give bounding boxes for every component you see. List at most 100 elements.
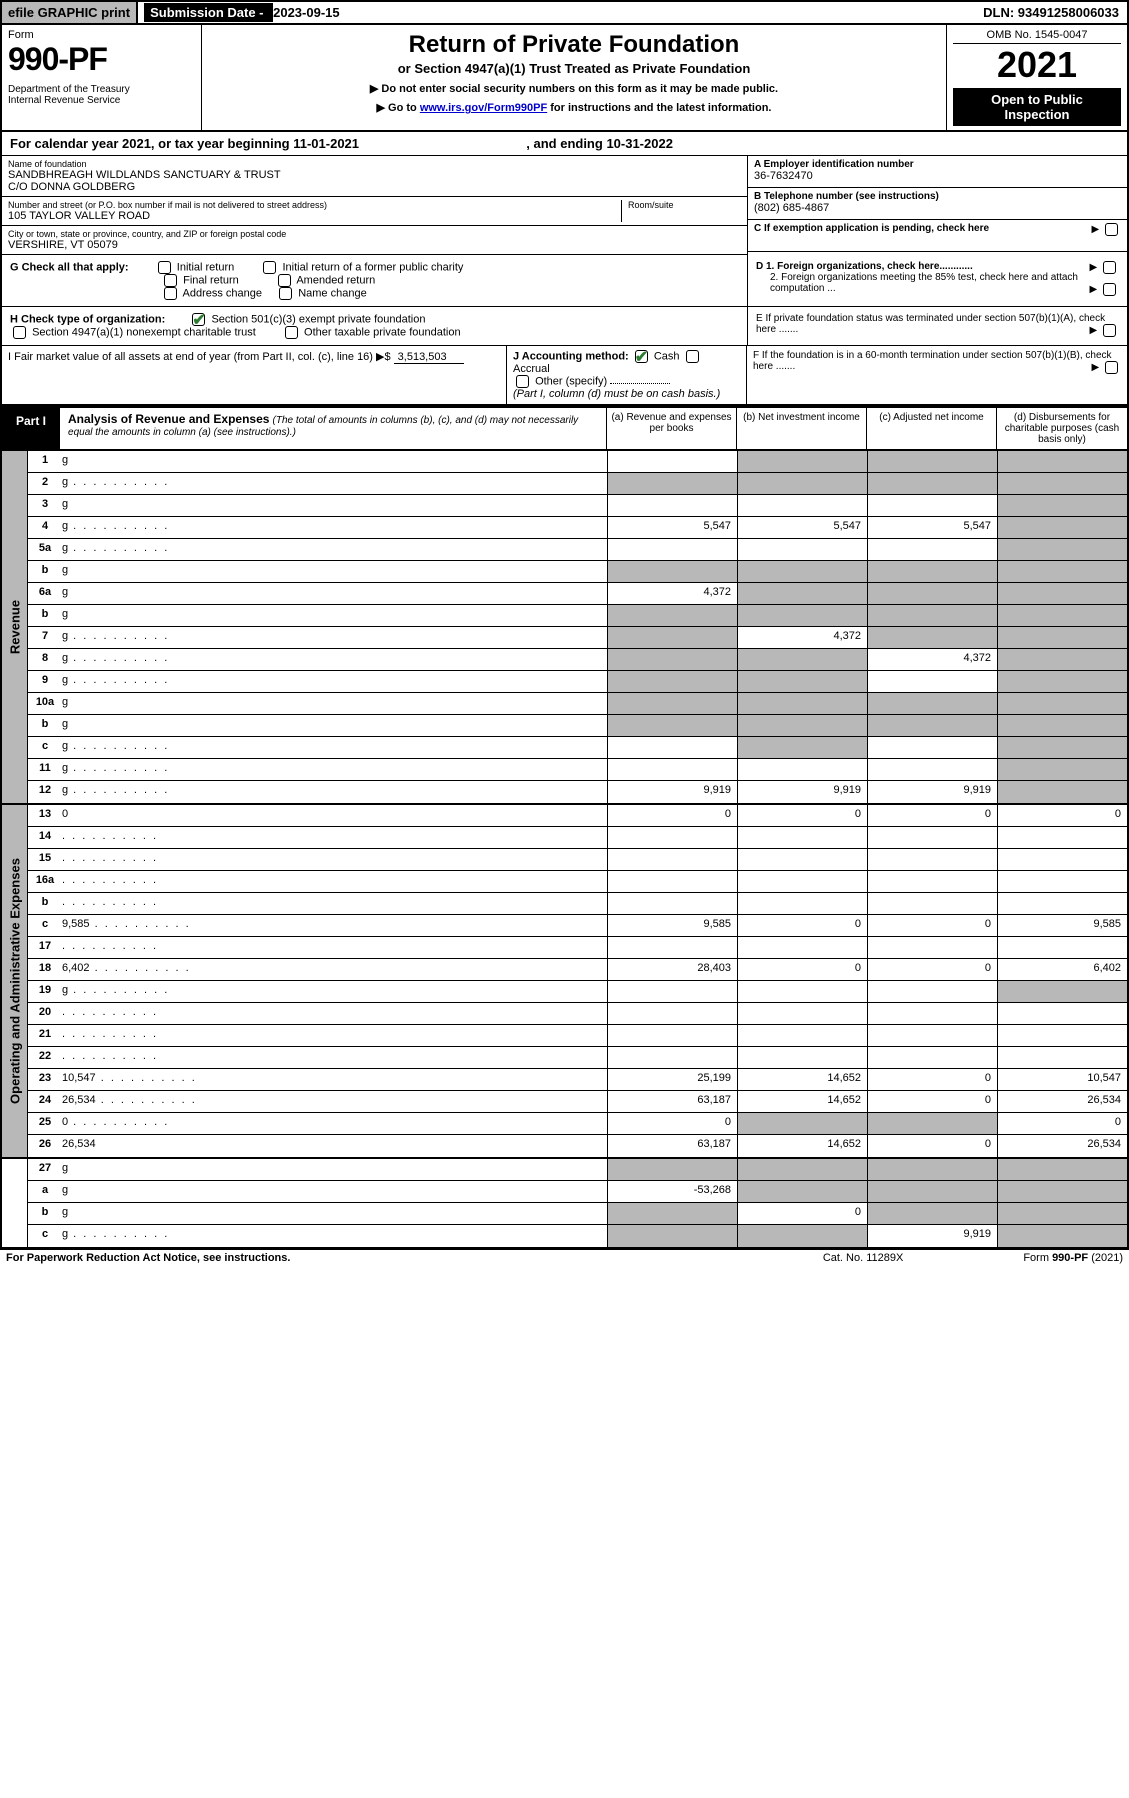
data-cell: [867, 1047, 997, 1068]
line-desc: g: [62, 693, 607, 714]
g-name-checkbox[interactable]: [279, 287, 292, 300]
header-right: OMB No. 1545-0047 2021 Open to Public In…: [947, 25, 1127, 130]
line-num: 10a: [28, 693, 62, 714]
data-cell: -53,268: [607, 1181, 737, 1202]
data-cell: [607, 473, 737, 494]
form-number: 990-PF: [8, 41, 195, 78]
data-cell: [867, 1113, 997, 1134]
line-num: 12: [28, 781, 62, 803]
line-num: 17: [28, 937, 62, 958]
data-cell: [737, 1003, 867, 1024]
data-cell: [997, 495, 1127, 516]
line-num: c: [28, 915, 62, 936]
j-cash-checkbox[interactable]: [635, 350, 648, 363]
data-cell: [607, 759, 737, 780]
h-other-checkbox[interactable]: [285, 326, 298, 339]
h-501c3-checkbox[interactable]: [192, 313, 205, 326]
header-center: Return of Private Foundation or Section …: [202, 25, 947, 130]
line-desc: g: [62, 539, 607, 560]
revenue-section: Revenue 1g2g3g4g5,5475,5475,5475agbg6ag4…: [0, 451, 1129, 805]
data-cell: [607, 1025, 737, 1046]
table-row: 10ag: [28, 693, 1127, 715]
data-cell: 0: [737, 805, 867, 826]
d1-checkbox[interactable]: [1103, 261, 1116, 274]
data-cell: [607, 649, 737, 670]
data-cell: [997, 1181, 1127, 1202]
data-cell: [737, 693, 867, 714]
data-cell: [867, 1025, 997, 1046]
data-cell: 9,585: [997, 915, 1127, 936]
col-b-head: (b) Net investment income: [737, 408, 867, 449]
data-cell: [737, 715, 867, 736]
line-num: b: [28, 605, 62, 626]
line-num: b: [28, 1203, 62, 1224]
h-4947-checkbox[interactable]: [13, 326, 26, 339]
table-row: 1300000: [28, 805, 1127, 827]
j-accrual-checkbox[interactable]: [686, 350, 699, 363]
data-cell: 0: [607, 1113, 737, 1134]
g-initial-former-checkbox[interactable]: [263, 261, 276, 274]
line-num: 18: [28, 959, 62, 980]
instr-1: ▶ Do not enter social security numbers o…: [212, 82, 936, 95]
line-desc: g: [62, 981, 607, 1002]
data-cell: 0: [867, 1135, 997, 1157]
data-cell: [867, 849, 997, 870]
irs-link[interactable]: www.irs.gov/Form990PF: [420, 102, 547, 114]
g-amended-checkbox[interactable]: [278, 274, 291, 287]
data-cell: 4,372: [867, 649, 997, 670]
line-desc: 10,547: [62, 1069, 607, 1090]
line-desc: 26,534: [62, 1091, 607, 1112]
table-row: 3g: [28, 495, 1127, 517]
data-cell: [607, 1003, 737, 1024]
d2-checkbox[interactable]: [1103, 283, 1116, 296]
line-num: c: [28, 1225, 62, 1247]
foundation-name-cell: Name of foundation SANDBHREAGH WILDLANDS…: [2, 156, 747, 197]
expense-section: Operating and Administrative Expenses 13…: [0, 805, 1129, 1159]
data-cell: 5,547: [737, 517, 867, 538]
line-desc: [62, 849, 607, 870]
line-desc: 0: [62, 1113, 607, 1134]
table-row: 186,40228,403006,402: [28, 959, 1127, 981]
info-grid: Name of foundation SANDBHREAGH WILDLANDS…: [0, 156, 1129, 255]
line-desc: [62, 1025, 607, 1046]
table-row: 4g5,5475,5475,547: [28, 517, 1127, 539]
c-checkbox[interactable]: [1105, 223, 1118, 236]
f-checkbox[interactable]: [1105, 361, 1118, 374]
table-row: ag-53,268: [28, 1181, 1127, 1203]
data-cell: [607, 539, 737, 560]
data-cell: 25,199: [607, 1069, 737, 1090]
data-cell: [737, 1113, 867, 1134]
g-address-checkbox[interactable]: [164, 287, 177, 300]
line-desc: g: [62, 561, 607, 582]
efile-label[interactable]: efile GRAPHIC print: [2, 2, 138, 23]
data-cell: [607, 561, 737, 582]
line-num: 3: [28, 495, 62, 516]
open-inspection: Open to Public Inspection: [953, 88, 1121, 126]
line-num: 27: [28, 1159, 62, 1180]
data-cell: [867, 627, 997, 648]
g-final-checkbox[interactable]: [164, 274, 177, 287]
table-row: 2426,53463,18714,652026,534: [28, 1091, 1127, 1113]
line-num: 14: [28, 827, 62, 848]
data-cell: [997, 1003, 1127, 1024]
data-cell: [737, 937, 867, 958]
line-num: 16a: [28, 871, 62, 892]
table-row: 12g9,9199,9199,919: [28, 781, 1127, 803]
e-checkbox[interactable]: [1103, 324, 1116, 337]
table-row: 16a: [28, 871, 1127, 893]
g-initial-checkbox[interactable]: [158, 261, 171, 274]
data-cell: [867, 561, 997, 582]
data-cell: [867, 737, 997, 758]
table-row: bg0: [28, 1203, 1127, 1225]
data-cell: 0: [867, 1091, 997, 1112]
j-other-checkbox[interactable]: [516, 375, 529, 388]
submission-date: Submission Date - 2023-09-15: [138, 2, 346, 23]
line-num: 26: [28, 1135, 62, 1157]
data-cell: [997, 871, 1127, 892]
data-cell: [867, 715, 997, 736]
line-desc: g: [62, 495, 607, 516]
dln: DLN: 93491258006033: [975, 2, 1127, 23]
form-label: Form: [8, 29, 195, 41]
line-desc: [62, 937, 607, 958]
data-cell: [607, 715, 737, 736]
